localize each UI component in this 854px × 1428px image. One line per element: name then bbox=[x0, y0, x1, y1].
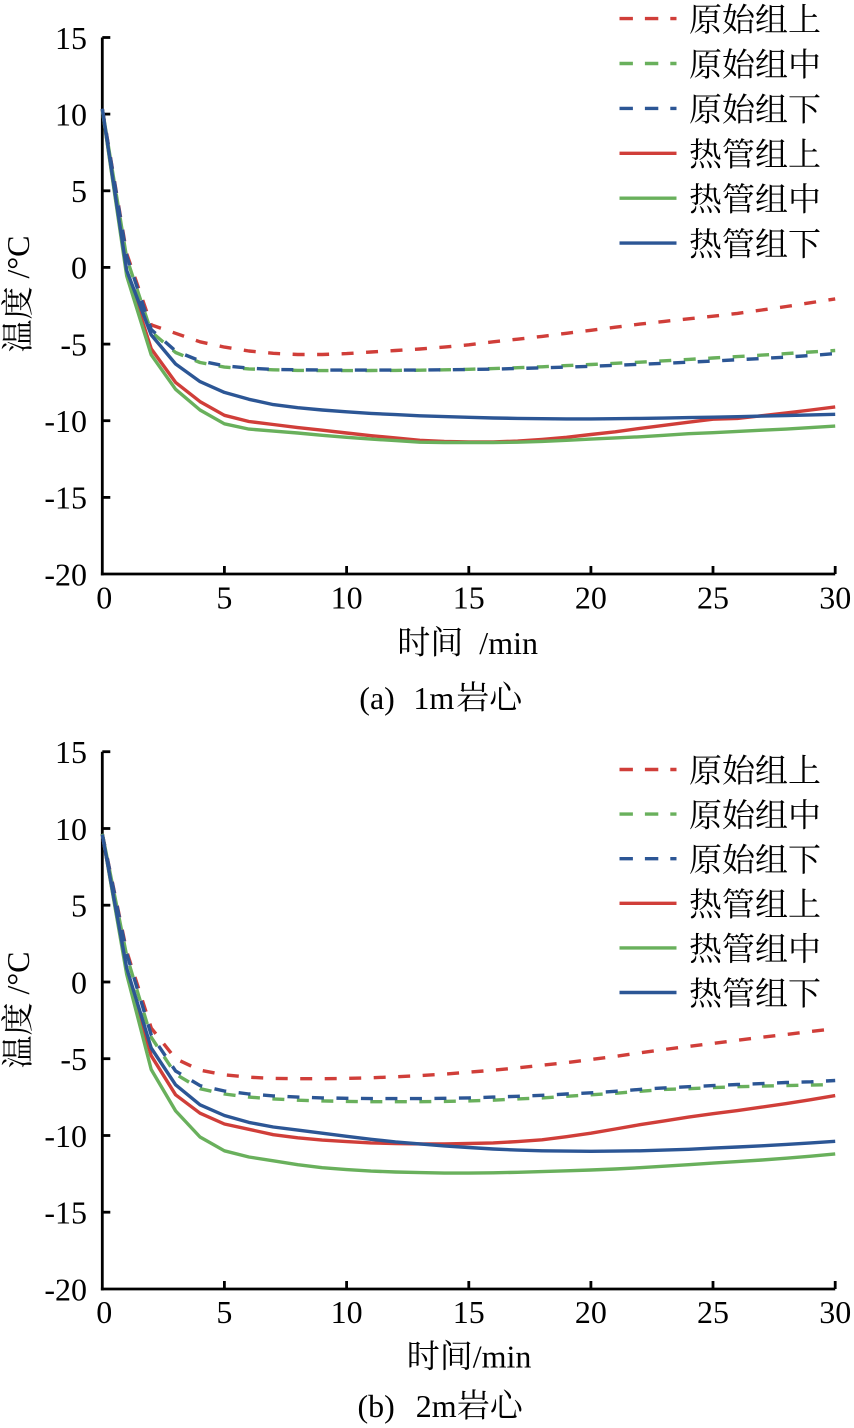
svg-text:5: 5 bbox=[216, 580, 232, 616]
svg-text:-15: -15 bbox=[44, 1195, 87, 1231]
svg-text:15: 15 bbox=[453, 580, 485, 616]
svg-text:/°C: /°C bbox=[0, 951, 36, 1002]
svg-text:0: 0 bbox=[96, 1294, 112, 1330]
svg-text:5: 5 bbox=[216, 1294, 232, 1330]
svg-text:-20: -20 bbox=[44, 1271, 87, 1307]
svg-text:/min: /min bbox=[463, 625, 538, 661]
svg-text:(b): (b) bbox=[358, 1388, 395, 1424]
svg-text:-20: -20 bbox=[44, 556, 87, 592]
svg-text:-10: -10 bbox=[44, 403, 87, 439]
svg-text:0: 0 bbox=[71, 250, 87, 286]
svg-text:/°C: /°C bbox=[0, 235, 36, 286]
svg-text:10: 10 bbox=[331, 1294, 363, 1330]
svg-text:30: 30 bbox=[819, 580, 851, 616]
svg-text:-5: -5 bbox=[60, 1041, 87, 1077]
svg-text:30: 30 bbox=[819, 1294, 851, 1330]
svg-text:5: 5 bbox=[71, 173, 87, 209]
svg-text:20: 20 bbox=[575, 580, 607, 616]
svg-text:0: 0 bbox=[96, 580, 112, 616]
svg-text:15: 15 bbox=[55, 20, 87, 56]
svg-text:10: 10 bbox=[331, 580, 363, 616]
svg-text:25: 25 bbox=[697, 1294, 729, 1330]
svg-text:0: 0 bbox=[71, 964, 87, 1000]
svg-text:15: 15 bbox=[453, 1294, 485, 1330]
svg-text:15: 15 bbox=[55, 734, 87, 770]
svg-text:2m: 2m bbox=[416, 1388, 457, 1424]
svg-text:-10: -10 bbox=[44, 1118, 87, 1154]
svg-text:-5: -5 bbox=[60, 326, 87, 362]
svg-text:20: 20 bbox=[575, 1294, 607, 1330]
svg-text:(a): (a) bbox=[359, 680, 395, 716]
svg-text:10: 10 bbox=[55, 96, 87, 132]
svg-text:10: 10 bbox=[55, 811, 87, 847]
svg-text:25: 25 bbox=[697, 580, 729, 616]
svg-text:5: 5 bbox=[71, 888, 87, 924]
svg-text:/min: /min bbox=[473, 1339, 532, 1375]
svg-text:1m: 1m bbox=[413, 680, 454, 716]
svg-text:-15: -15 bbox=[44, 480, 87, 516]
